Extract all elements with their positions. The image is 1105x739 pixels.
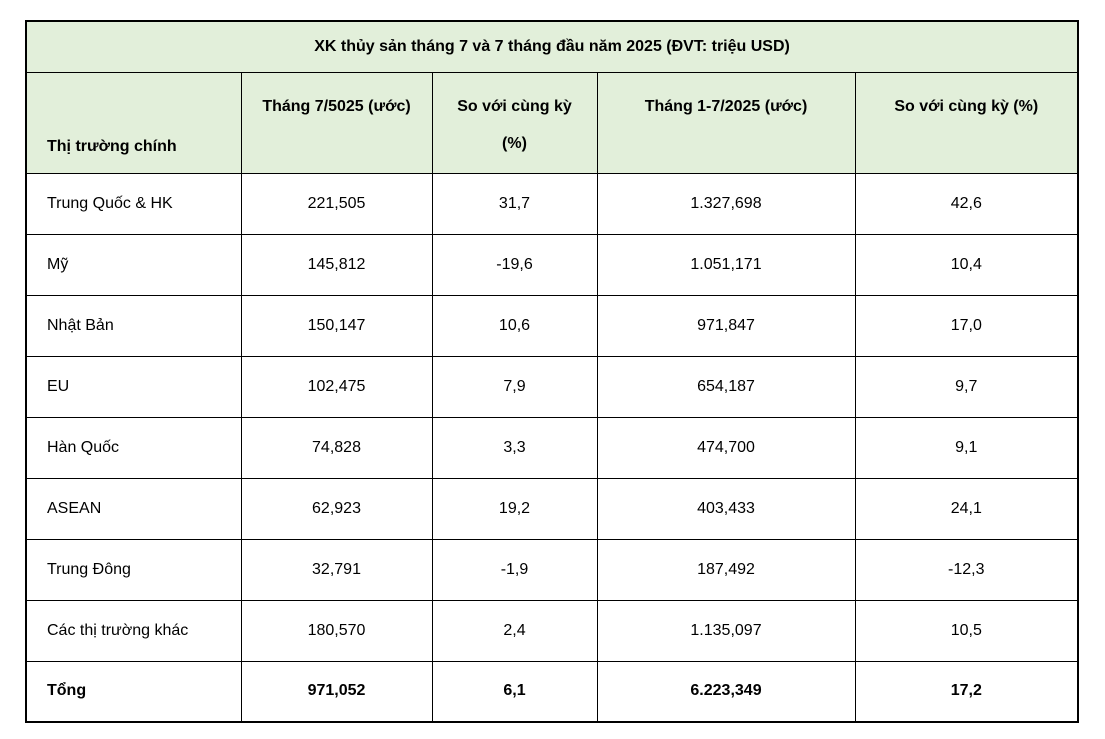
market-name-cell: Trung Quốc & HK	[25, 172, 242, 235]
value-cell: 3,3	[431, 416, 598, 479]
table-row: Trung Đông 32,791 -1,9 187,492 -12,3	[25, 538, 1079, 601]
value-cell: 102,475	[240, 355, 433, 418]
value-cell: 7,9	[431, 355, 598, 418]
value-cell: 19,2	[431, 477, 598, 540]
value-cell: 6.223,349	[596, 660, 856, 723]
table-row: Các thị trường khác 180,570 2,4 1.135,097 10…	[25, 599, 1079, 662]
table-title: XK thủy sản tháng 7 và 7 tháng đầu năm 2…	[25, 20, 1079, 73]
market-name-cell: Mỹ	[25, 233, 242, 296]
seafood-export-table: XK thủy sản tháng 7 và 7 tháng đầu năm 2…	[25, 20, 1080, 723]
table-header-row: Thị trường chính Tháng 7/5025 (ước) So v…	[25, 71, 1079, 174]
value-cell: 971,052	[240, 660, 433, 723]
value-cell: 654,187	[596, 355, 856, 418]
table-row: Nhật Bản 150,147 10,6 971,847 17,0	[25, 294, 1079, 357]
value-cell: 17,2	[854, 660, 1079, 723]
col-header-month7: Tháng 7/5025 (ước)	[240, 71, 433, 174]
col-header-market: Thị trường chính	[25, 71, 242, 174]
value-cell: -19,6	[431, 233, 598, 296]
value-cell: 10,4	[854, 233, 1079, 296]
value-cell: 145,812	[240, 233, 433, 296]
market-name-cell: Nhật Bản	[25, 294, 242, 357]
col-header-yoy-month: So với cùng kỳ (%)	[431, 71, 598, 174]
value-cell: 1.051,171	[596, 233, 856, 296]
market-name-cell: Trung Đông	[25, 538, 242, 601]
value-cell: 187,492	[596, 538, 856, 601]
value-cell: 32,791	[240, 538, 433, 601]
value-cell: 31,7	[431, 172, 598, 235]
value-cell: 2,4	[431, 599, 598, 662]
market-name-cell: Các thị trường khác	[25, 599, 242, 662]
market-name-cell: Tổng	[25, 660, 242, 723]
value-cell: 6,1	[431, 660, 598, 723]
value-cell: 17,0	[854, 294, 1079, 357]
market-name-cell: EU	[25, 355, 242, 418]
table-title-row: XK thủy sản tháng 7 và 7 tháng đầu năm 2…	[25, 20, 1079, 73]
table-total-row: Tổng 971,052 6,1 6.223,349 17,2	[25, 660, 1079, 723]
table-row: Trung Quốc & HK 221,505 31,7 1.327,698 42,6	[25, 172, 1079, 235]
value-cell: 1.135,097	[596, 599, 856, 662]
value-cell: 74,828	[240, 416, 433, 479]
value-cell: -12,3	[854, 538, 1079, 601]
table-body: Trung Quốc & HK 221,505 31,7 1.327,698 42,6 M…	[25, 172, 1079, 723]
value-cell: 10,6	[431, 294, 598, 357]
value-cell: 62,923	[240, 477, 433, 540]
table-row: Hàn Quốc 74,828 3,3 474,700 9,1	[25, 416, 1079, 479]
value-cell: 10,5	[854, 599, 1079, 662]
market-name-cell: ASEAN	[25, 477, 242, 540]
value-cell: 474,700	[596, 416, 856, 479]
value-cell: 9,1	[854, 416, 1079, 479]
table-row: EU 102,475 7,9 654,187 9,7	[25, 355, 1079, 418]
value-cell: 24,1	[854, 477, 1079, 540]
value-cell: 1.327,698	[596, 172, 856, 235]
value-cell: 221,505	[240, 172, 433, 235]
col-header-yoy-ytd: So với cùng kỳ (%)	[854, 71, 1079, 174]
value-cell: 403,433	[596, 477, 856, 540]
table-row: Mỹ 145,812 -19,6 1.051,171 10,4	[25, 233, 1079, 296]
value-cell: -1,9	[431, 538, 598, 601]
table-row: ASEAN 62,923 19,2 403,433 24,1	[25, 477, 1079, 540]
value-cell: 42,6	[854, 172, 1079, 235]
value-cell: 9,7	[854, 355, 1079, 418]
value-cell: 180,570	[240, 599, 433, 662]
seafood-export-table-wrap: XK thủy sản tháng 7 và 7 tháng đầu năm 2…	[25, 20, 1080, 723]
market-name-cell: Hàn Quốc	[25, 416, 242, 479]
value-cell: 971,847	[596, 294, 856, 357]
col-header-ytd: Tháng 1-7/2025 (ước)	[596, 71, 856, 174]
value-cell: 150,147	[240, 294, 433, 357]
